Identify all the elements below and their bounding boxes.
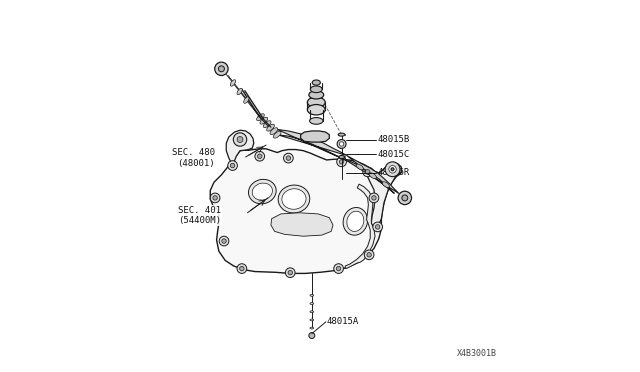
Circle shape [285, 268, 295, 278]
Ellipse shape [338, 133, 345, 136]
Ellipse shape [307, 97, 325, 108]
Circle shape [213, 196, 218, 200]
Circle shape [309, 333, 315, 339]
Ellipse shape [307, 105, 325, 115]
Circle shape [363, 167, 372, 177]
Polygon shape [347, 155, 399, 193]
Ellipse shape [237, 88, 243, 95]
Ellipse shape [260, 117, 268, 124]
Ellipse shape [257, 114, 264, 121]
Text: SEC. 480
(48001): SEC. 480 (48001) [172, 148, 215, 168]
Circle shape [215, 62, 228, 76]
Circle shape [228, 161, 237, 170]
Ellipse shape [248, 179, 276, 204]
Circle shape [337, 266, 341, 271]
Polygon shape [301, 131, 330, 142]
Circle shape [364, 250, 374, 260]
Ellipse shape [252, 183, 273, 200]
Circle shape [211, 193, 220, 203]
Text: 48015B: 48015B [378, 135, 410, 144]
Ellipse shape [244, 97, 249, 103]
Circle shape [255, 151, 264, 161]
Circle shape [376, 225, 380, 229]
Ellipse shape [382, 182, 389, 187]
Circle shape [239, 266, 244, 271]
Ellipse shape [369, 173, 376, 179]
Ellipse shape [339, 155, 344, 158]
Circle shape [288, 270, 292, 275]
Circle shape [402, 195, 408, 201]
Ellipse shape [310, 319, 314, 321]
Circle shape [237, 137, 243, 142]
Ellipse shape [270, 128, 278, 135]
Circle shape [286, 156, 291, 160]
Ellipse shape [310, 303, 314, 304]
Circle shape [234, 133, 246, 146]
Ellipse shape [356, 164, 364, 170]
Circle shape [218, 66, 225, 72]
Ellipse shape [309, 91, 324, 99]
Ellipse shape [273, 131, 281, 138]
Circle shape [339, 142, 344, 146]
Polygon shape [227, 130, 254, 166]
Circle shape [237, 264, 246, 273]
Ellipse shape [310, 118, 323, 124]
Ellipse shape [278, 185, 310, 213]
Ellipse shape [282, 189, 306, 209]
Circle shape [389, 166, 396, 173]
Circle shape [398, 191, 412, 205]
Circle shape [391, 168, 394, 171]
Text: 48015C: 48015C [378, 150, 410, 159]
Text: 48376R: 48376R [378, 169, 410, 177]
Ellipse shape [310, 86, 322, 93]
Text: X4B3001B: X4B3001B [457, 349, 497, 358]
Circle shape [339, 160, 344, 164]
Circle shape [372, 196, 376, 200]
Ellipse shape [230, 80, 236, 86]
Polygon shape [271, 213, 333, 236]
Circle shape [222, 239, 227, 243]
Circle shape [257, 154, 262, 158]
Ellipse shape [310, 311, 314, 312]
Ellipse shape [310, 295, 314, 296]
Polygon shape [367, 163, 402, 229]
Circle shape [219, 236, 229, 246]
Circle shape [337, 140, 346, 148]
Polygon shape [211, 149, 402, 273]
Circle shape [369, 193, 379, 203]
Ellipse shape [263, 121, 271, 128]
Circle shape [230, 163, 235, 168]
Circle shape [367, 253, 371, 257]
Ellipse shape [312, 80, 321, 85]
Polygon shape [277, 129, 347, 161]
Polygon shape [346, 184, 375, 269]
Ellipse shape [267, 124, 275, 131]
Ellipse shape [343, 208, 367, 235]
Circle shape [284, 153, 293, 163]
Ellipse shape [310, 327, 314, 329]
Text: SEC. 401
(54400M): SEC. 401 (54400M) [179, 206, 221, 225]
Circle shape [385, 162, 400, 177]
Circle shape [334, 264, 344, 273]
Text: 48015A: 48015A [326, 317, 359, 326]
Circle shape [365, 170, 370, 174]
Ellipse shape [347, 211, 364, 231]
Circle shape [373, 222, 383, 232]
Circle shape [337, 157, 346, 167]
